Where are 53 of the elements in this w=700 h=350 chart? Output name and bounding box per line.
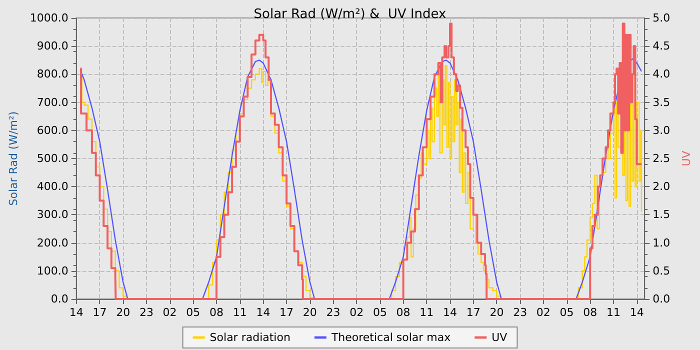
y2-tick-label: 3.0 [652,124,670,137]
y-tick-label: 200.0 [36,236,68,250]
y-axis-title: Solar Rad (W/m²) [7,111,20,206]
x-tick-label: 14 [443,306,458,319]
x-tick-label: 11 [606,306,620,319]
x-tick-label: 20 [116,306,130,319]
x-tick-label: 08 [396,306,410,319]
y2-tick-label: 2.0 [652,180,670,194]
x-tick-label: 02 [350,306,364,319]
y2-tick-label: 0.5 [652,264,670,278]
y-tick-label: 1000.0 [30,12,68,24]
y-tick-label: 300.0 [36,208,68,222]
y2-tick-label: 5.0 [652,12,670,24]
legend-label: Solar radiation [210,331,290,344]
legend-label: Theoretical solar max [330,331,452,344]
y-tick-label: 500.0 [36,152,68,165]
x-tick-label: 17 [280,306,294,319]
y2-tick-label: 1.5 [652,208,670,222]
chart-title: Solar Rad (W/m²) & UV Index [254,7,447,22]
y-tick-label: 700.0 [36,96,68,109]
y2-tick-label: 1.0 [652,236,670,250]
x-tick-label: 23 [513,306,528,319]
x-tick-label: 02 [536,306,550,319]
x-tick-label: 20 [302,306,317,319]
x-tick-label: 08 [210,306,224,319]
x-tick-label: 17 [466,306,480,319]
x-tick-label: 14 [630,306,644,319]
x-tick-label: 23 [326,306,340,319]
x-tick-label: 05 [560,306,574,319]
x-tick-label: 20 [490,306,504,319]
x-tick-label: 11 [420,306,434,319]
x-tick-label: 14 [256,306,270,319]
y-tick-label: 600.0 [36,124,68,137]
y2-tick-label: 4.5 [652,40,670,53]
y2-tick-label: 4.0 [652,68,670,81]
x-tick-label: 23 [139,306,154,319]
y-tick-label: 400.0 [36,180,68,194]
x-tick-label: 02 [162,306,177,319]
x-tick-label: 17 [92,306,107,319]
y-tick-label: 0.0 [50,292,68,306]
y-tick-label: 900.0 [36,40,68,53]
x-tick-label: 11 [232,306,247,319]
legend-label: UV [492,331,508,344]
y2-tick-label: 2.5 [652,152,670,165]
y-tick-label: 100.0 [36,264,68,278]
y2-tick-label: 3.5 [652,96,670,109]
y2-axis-title: UV [680,150,693,166]
y2-tick-label: 0.0 [652,292,670,306]
x-tick-label: 05 [186,306,200,319]
x-tick-label: 05 [372,306,387,319]
x-tick-label: 14 [69,306,84,319]
x-tick-label: 08 [583,306,598,319]
y-tick-label: 800.0 [36,68,68,81]
